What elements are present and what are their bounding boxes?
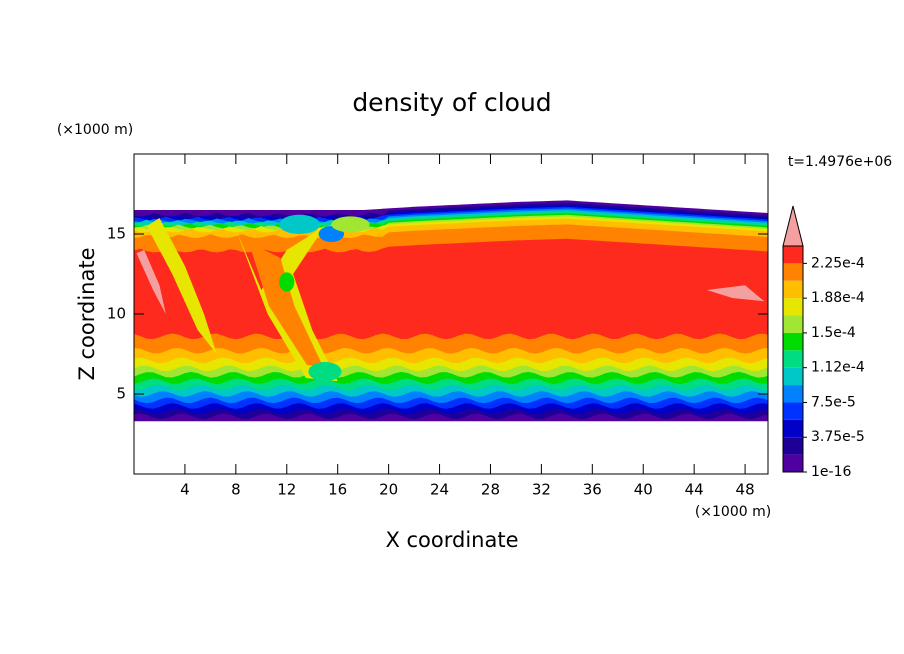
colorbar-tick-label: 3.75e-5 bbox=[811, 429, 865, 445]
colorbar-tick-label: 1e-16 bbox=[811, 464, 851, 480]
colorbar-frame bbox=[782, 245, 804, 473]
contour-region bbox=[134, 238, 768, 340]
colorbar-tick-label: 1.5e-4 bbox=[811, 325, 856, 341]
colorbar-tick-label: 1.88e-4 bbox=[811, 290, 865, 306]
x-tick-label: 48 bbox=[736, 481, 755, 499]
x-unit: (×1000 m) bbox=[695, 504, 771, 520]
contour-region bbox=[248, 242, 323, 366]
colorbar-band bbox=[783, 385, 803, 403]
x-axis-label: X coordinate bbox=[385, 528, 518, 552]
colorbar-band bbox=[783, 350, 803, 368]
x-tick-label: 24 bbox=[430, 481, 449, 499]
x-tick-label: 4 bbox=[180, 481, 190, 499]
x-tick-label: 8 bbox=[231, 481, 241, 499]
colorbar-band bbox=[783, 298, 803, 316]
y-tick-label: 5 bbox=[116, 385, 126, 403]
colorbar-band bbox=[783, 454, 803, 472]
colorbar-band bbox=[783, 402, 803, 420]
colorbar-band bbox=[783, 280, 803, 299]
colorbar-band bbox=[783, 367, 803, 386]
x-tick-label: 40 bbox=[634, 481, 653, 499]
chart-title: density of cloud bbox=[352, 88, 551, 117]
contour-field bbox=[134, 200, 768, 422]
colorbar-extension bbox=[782, 205, 804, 247]
time-label: t=1.4976e+06 bbox=[788, 154, 892, 170]
colorbar-band bbox=[783, 332, 803, 351]
x-tick-label: 28 bbox=[481, 481, 500, 499]
y-tick-label: 10 bbox=[107, 305, 126, 323]
contour-region bbox=[279, 214, 320, 234]
contour-region bbox=[308, 362, 342, 382]
y-tick-label: 15 bbox=[107, 225, 126, 243]
x-tick-label: 20 bbox=[379, 481, 398, 499]
x-tick-label: 44 bbox=[685, 481, 704, 499]
contour-region bbox=[706, 285, 765, 302]
x-tick-label: 16 bbox=[328, 481, 347, 499]
colorbar-band bbox=[783, 246, 803, 264]
x-tick-label: 12 bbox=[277, 481, 296, 499]
axes: 4 8 12 16 20 24 28 32 36 40 44 48510151e-163.75e-57… bbox=[107, 153, 865, 499]
contour-region bbox=[279, 272, 295, 292]
colorbar-tick-label: 7.5e-5 bbox=[811, 394, 856, 410]
y-unit: (×1000 m) bbox=[57, 122, 133, 138]
x-tick-label: 36 bbox=[583, 481, 602, 499]
colorbar-band bbox=[783, 315, 803, 333]
y-axis-label: Z coordinate bbox=[75, 247, 99, 380]
colorbar-band bbox=[783, 263, 803, 281]
colorbar-tick-label: 1.12e-4 bbox=[811, 360, 865, 376]
contour-region bbox=[136, 250, 166, 314]
contour-region bbox=[331, 216, 370, 233]
contour-region bbox=[146, 218, 217, 354]
colorbar-tick-label: 2.25e-4 bbox=[811, 255, 865, 271]
colorbar-band bbox=[783, 419, 803, 438]
colorbar-band bbox=[783, 437, 803, 455]
x-tick-label: 32 bbox=[532, 481, 551, 499]
